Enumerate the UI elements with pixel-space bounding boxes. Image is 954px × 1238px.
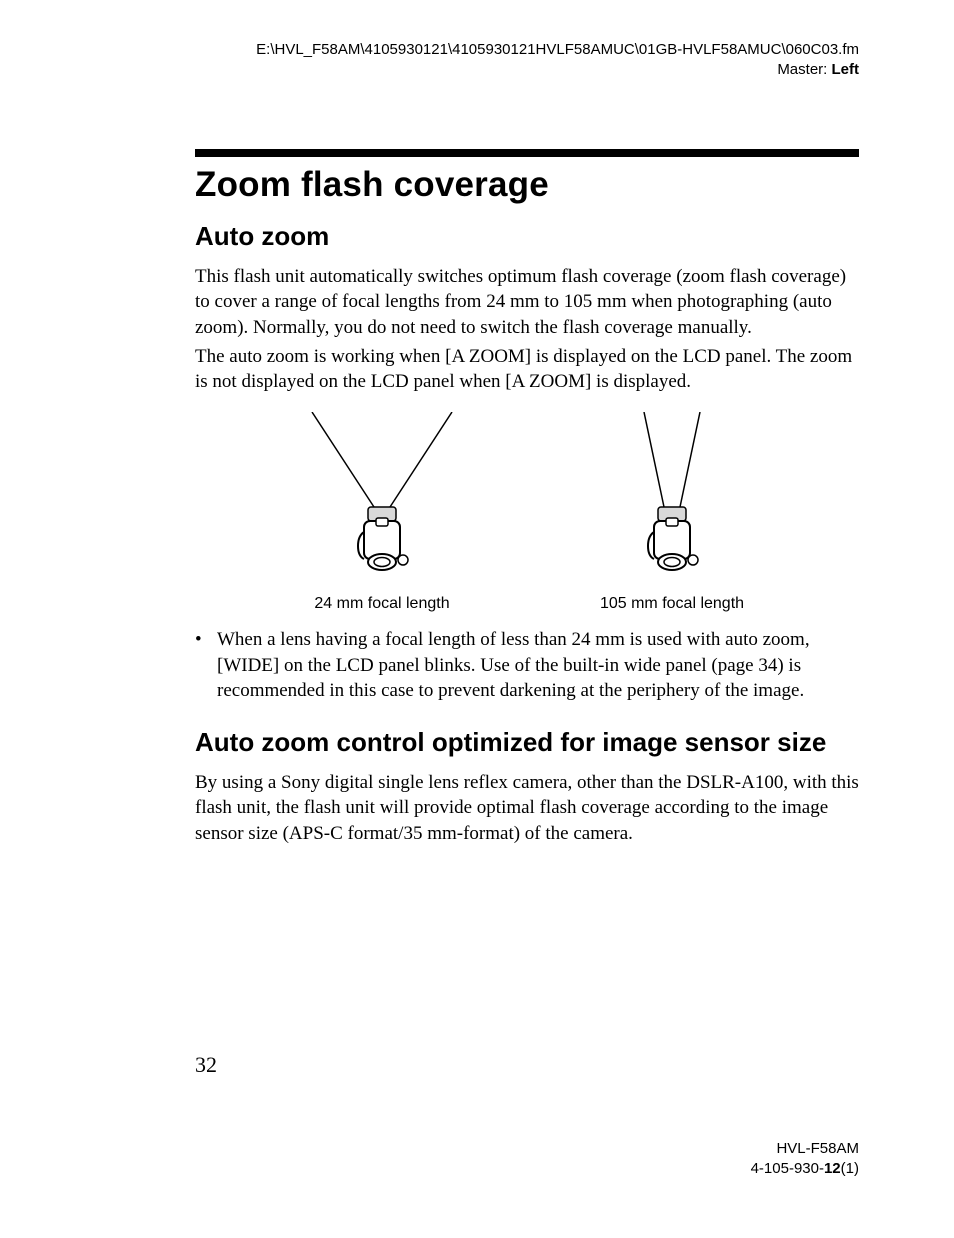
beam-line [390,412,452,507]
camera-lens-inner-icon [664,558,680,567]
footer-model: HVL-F58AM [751,1139,859,1159]
header-master-label: Master: [777,61,831,78]
section-rule [195,149,859,157]
footer-block: HVL-F58AM 4-105-930-12(1) [751,1139,859,1178]
footer-doc-suffix: (1) [841,1160,859,1177]
diagram-row: 24 mm focal length 105 mm focal length [195,412,859,613]
footer-doc-prefix: 4-105-930- [751,1160,824,1177]
camera-prism-icon [376,518,388,526]
header-filepath: E:\HVL_F58AM\4105930121\4105930121HVLF58… [195,40,859,60]
diagram-caption: 24 mm focal length [282,595,482,613]
camera-icon [572,412,772,582]
bullet-list: • When a lens having a focal length of l… [195,627,859,703]
camera-prism-icon [666,518,678,526]
list-item: • When a lens having a focal length of l… [195,627,859,703]
document-page: E:\HVL_F58AM\4105930121\4105930121HVLF58… [0,0,954,1238]
bullet-text: When a lens having a focal length of les… [217,627,859,703]
beam-line [644,412,664,507]
diagram-caption: 105 mm focal length [572,595,772,613]
bullet-icon: • [195,627,217,703]
diagram-24mm: 24 mm focal length [282,412,482,613]
page-number: 32 [195,1052,217,1078]
diagram-105mm: 105 mm focal length [572,412,772,613]
section-heading-sensor-size: Auto zoom control optimized for image se… [195,727,859,758]
header-master: Master: Left [195,60,859,80]
paragraph: This flash unit automatically switches o… [195,264,859,340]
header-block: E:\HVL_F58AM\4105930121\4105930121HVLF58… [195,40,859,79]
beam-line [312,412,374,507]
camera-icon [282,412,482,582]
footer-doc-bold: 12 [824,1160,841,1177]
paragraph: By using a Sony digital single lens refl… [195,770,859,846]
camera-dial-icon [398,555,408,565]
camera-lens-inner-icon [374,558,390,567]
header-master-value: Left [832,61,860,78]
beam-line [680,412,700,507]
section-heading-auto-zoom: Auto zoom [195,221,859,252]
paragraph: The auto zoom is working when [A ZOOM] i… [195,344,859,395]
page-title: Zoom flash coverage [195,165,859,205]
camera-dial-icon [688,555,698,565]
footer-docnum: 4-105-930-12(1) [751,1159,859,1179]
